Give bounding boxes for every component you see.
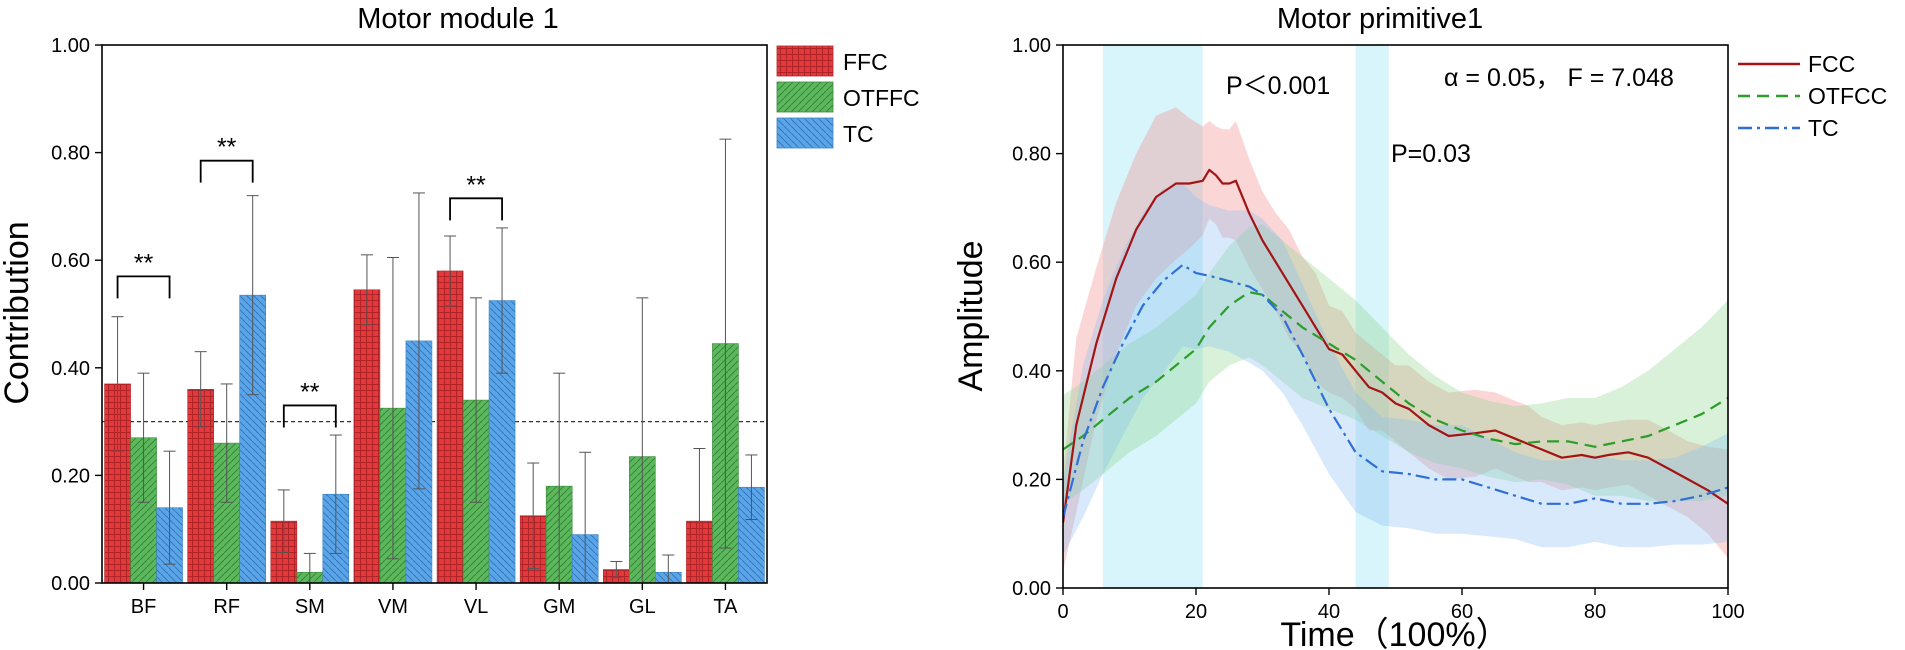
legend-swatch-otffc xyxy=(776,81,834,113)
annotation-alpha-f: α = 0.05， F = 7.048 xyxy=(1444,64,1674,92)
line-y-tick-label: 0.60 xyxy=(1012,252,1051,274)
line-y-tick-label: 0.40 xyxy=(1012,361,1051,383)
series-line-fcc xyxy=(1063,168,1728,523)
line-x-tick-label: 20 xyxy=(1185,601,1207,623)
line-chart-ylabel: Amplitude xyxy=(952,240,990,391)
annotation-p-03: P=0.03 xyxy=(1391,140,1471,168)
line-x-tick-label: 80 xyxy=(1584,601,1606,623)
bar-y-tick-label: 0.60 xyxy=(51,250,90,272)
line-y-tick-label: 0.00 xyxy=(1012,578,1051,600)
significance-stars: ** xyxy=(134,249,154,277)
bar-y-tick-label: 0.20 xyxy=(51,465,90,487)
bar-x-tick-label: VM xyxy=(378,596,408,618)
bar-x-tick-label: GL xyxy=(629,596,656,618)
line-x-ticks: 0 20 40 60 80 100 xyxy=(1057,588,1745,623)
significance-highlights xyxy=(1102,45,1389,588)
legend-label-tc: TC xyxy=(843,121,874,147)
line-x-tick-label: 60 xyxy=(1451,601,1473,623)
line-chart-title: Motor primitive1 xyxy=(1277,3,1483,35)
significance-stars: ** xyxy=(300,378,320,406)
line-plot-frame xyxy=(1062,44,1729,589)
band-fcc xyxy=(1063,107,1728,572)
significance-bracket xyxy=(199,159,254,183)
bar-legend: FFC OTFFC TC xyxy=(776,45,920,149)
highlight-span xyxy=(1102,45,1203,588)
bar-x-tick-label: SM xyxy=(295,596,325,618)
line-x-tick-label: 40 xyxy=(1318,601,1340,623)
bar-y-tick-label: 0.80 xyxy=(51,143,90,165)
line-legend: FCC OTFCC TC xyxy=(1738,51,1887,141)
bar-x-tick-label: BF xyxy=(131,596,157,618)
legend-label-tc: TC xyxy=(1808,115,1839,141)
legend-label-otffc: OTFFC xyxy=(843,85,920,111)
significance-bracket xyxy=(282,404,337,428)
line-y-tick-label: 0.80 xyxy=(1012,144,1051,166)
legend-swatch-ffc xyxy=(776,45,834,77)
legend-swatch-tc xyxy=(776,117,834,149)
line-series xyxy=(1063,168,1728,523)
bar-y-tick-label: 0.00 xyxy=(51,573,90,595)
legend-label-otfcc: OTFCC xyxy=(1808,83,1887,109)
series-line-otfcc xyxy=(1063,291,1728,451)
series-line-tc xyxy=(1063,263,1728,518)
line-y-tick-label: 0.20 xyxy=(1012,469,1051,491)
legend-label-fcc: FCC xyxy=(1808,51,1855,77)
line-x-tick-label: 100 xyxy=(1711,601,1744,623)
bar-x-tick-label: TA xyxy=(713,596,738,618)
significance-bracket xyxy=(116,275,171,299)
bar-y-tick-label: 1.00 xyxy=(51,35,90,57)
bar-x-ticks: BF RF SM VM VL GM GL TA xyxy=(131,583,738,618)
bar-x-tick-label: RF xyxy=(213,596,240,618)
annotation-p-001: P＜0.001 xyxy=(1226,72,1330,100)
significance-stars: ** xyxy=(217,134,237,162)
line-chart: Motor primitive1 Amplitude Time（100%） 0.… xyxy=(952,3,1887,650)
band-otfcc xyxy=(1063,224,1728,504)
bar-ffc-vm xyxy=(353,289,381,584)
significance-bracket xyxy=(449,197,503,221)
line-y-tick-label: 1.00 xyxy=(1012,35,1051,57)
line-x-tick-label: 0 xyxy=(1057,601,1068,623)
confidence-bands xyxy=(1063,107,1728,572)
bar-chart-ylabel: Contribution xyxy=(0,221,36,404)
bar-chart: Motor module 1 Contribution 0.00 0.20 0.40… xyxy=(0,3,920,618)
band-tc xyxy=(1063,183,1728,556)
significance-brackets: ** ** ** ** xyxy=(116,134,503,428)
legend-label-ffc: FFC xyxy=(843,49,888,75)
bar-x-tick-label: GM xyxy=(543,596,575,618)
significance-stars: ** xyxy=(466,171,486,199)
bar-plot-frame xyxy=(101,44,768,584)
bar-y-ticks: 0.00 0.20 0.40 0.60 0.80 1.00 xyxy=(51,35,102,595)
bar-y-tick-label: 0.40 xyxy=(51,358,90,380)
bar-x-tick-label: VL xyxy=(464,596,488,618)
line-chart-xlabel: Time（100%） xyxy=(1280,616,1509,650)
bar-ffc-vl xyxy=(436,270,464,584)
line-y-ticks: 0.00 0.20 0.40 0.60 0.80 1.00 xyxy=(1012,35,1063,600)
bar-chart-title: Motor module 1 xyxy=(357,3,559,35)
highlight-span xyxy=(1355,45,1389,588)
